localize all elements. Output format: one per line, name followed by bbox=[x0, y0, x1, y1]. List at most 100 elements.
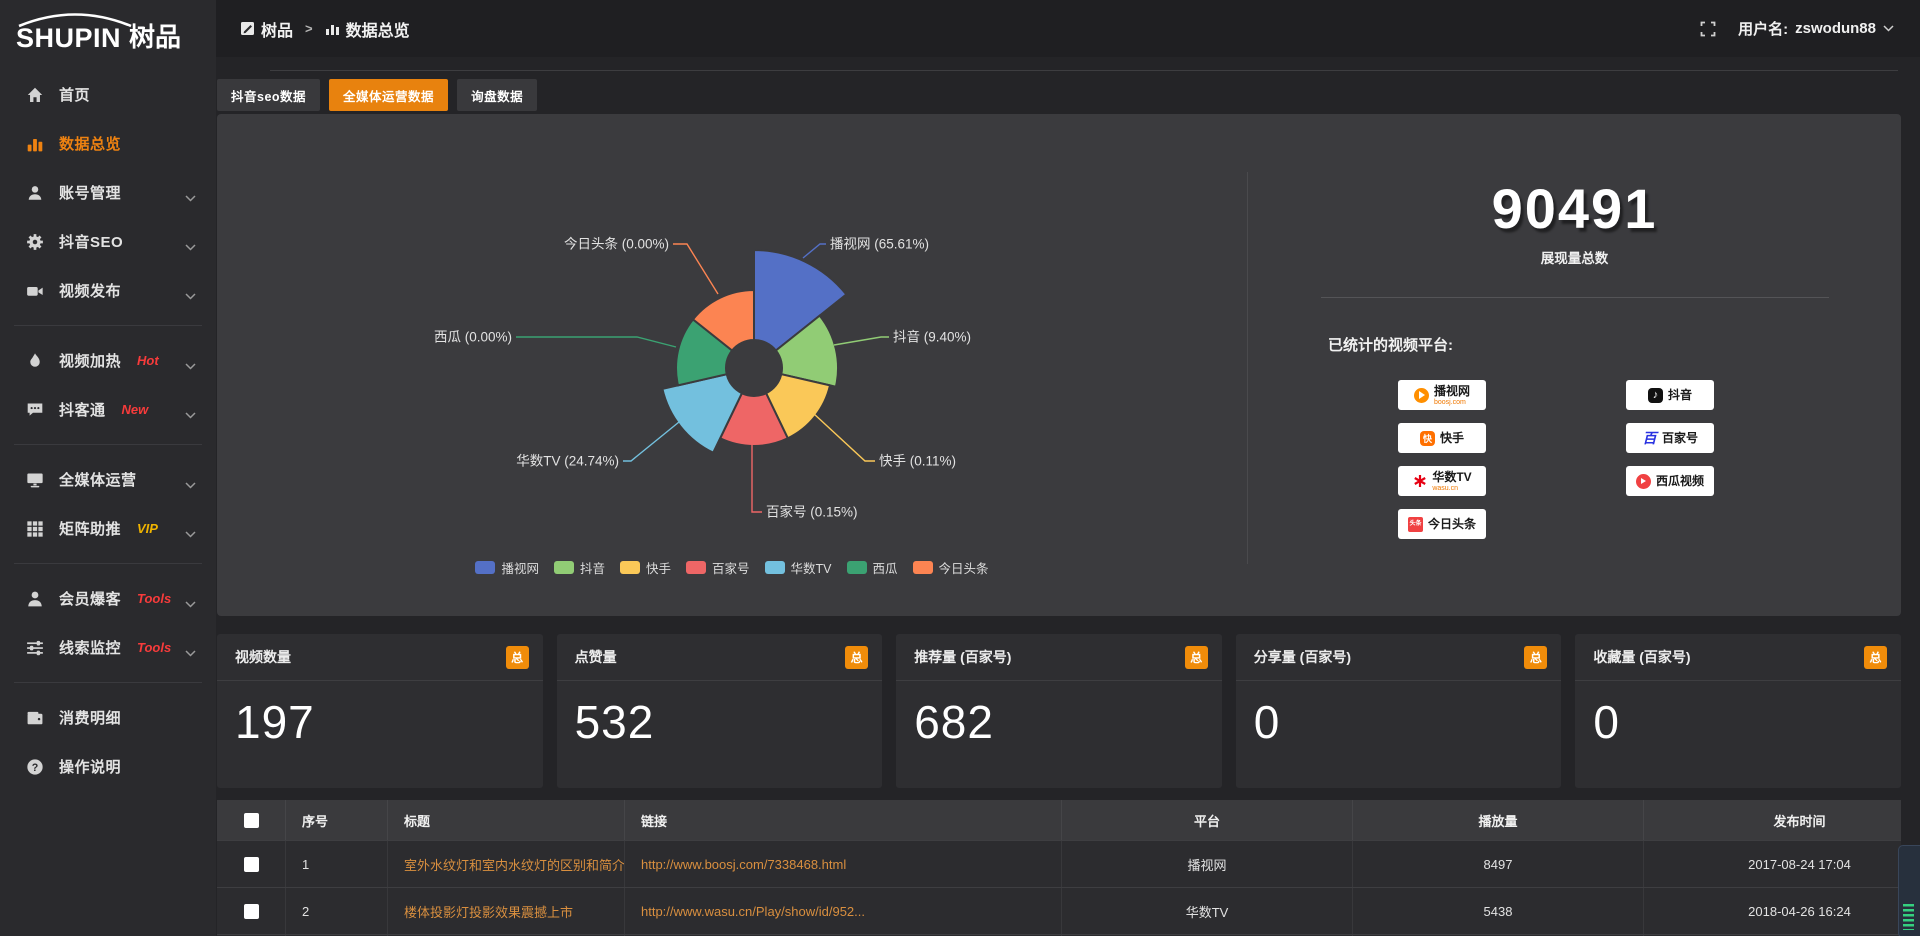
summary-section: 90491 展现量总数 已统计的视频平台: 播视网 boosj.com 快快手 华数T… bbox=[1248, 114, 1901, 616]
tab-0[interactable]: 抖音seo数据 bbox=[217, 79, 321, 111]
sidebar-item-0[interactable]: 首页 bbox=[0, 70, 216, 119]
chat-icon bbox=[26, 401, 44, 419]
legend-label: 抖音 bbox=[579, 562, 605, 576]
help-icon: ? bbox=[26, 758, 44, 776]
legend-item-快手[interactable]: 快手 bbox=[619, 558, 671, 577]
platform-column-left: 播视网 boosj.com 快快手 华数TV wasu.cn 头条 今日头条 bbox=[1398, 380, 1486, 539]
chevron-down-icon bbox=[185, 238, 196, 256]
legend-item-今日头条[interactable]: 今日头条 bbox=[912, 558, 989, 577]
sidebar-divider bbox=[14, 563, 202, 564]
legend-swatch bbox=[619, 561, 640, 574]
legend-label: 西瓜 bbox=[872, 562, 898, 576]
tab-1[interactable]: 全媒体运营数据 bbox=[329, 79, 449, 111]
sidebar-item-3[interactable]: 抖音SEO bbox=[0, 217, 216, 266]
table-header-0: 序号 bbox=[286, 800, 388, 840]
platform-badge-快手: 快快手 bbox=[1398, 423, 1486, 453]
user-menu[interactable]: 用户名: zswodun88 bbox=[1738, 18, 1894, 39]
sidebar-item-label: 抖音SEO bbox=[59, 234, 124, 251]
sidebar-item-7[interactable]: 全媒体运营 bbox=[0, 455, 216, 504]
chevron-down-icon bbox=[185, 525, 196, 543]
platform-name: 华数TV bbox=[1432, 469, 1472, 484]
sidebar-item-2[interactable]: 账号管理 bbox=[0, 168, 216, 217]
sidebar-item-tag: New bbox=[121, 402, 149, 417]
monitor-icon bbox=[26, 471, 44, 489]
pie-label-今日头条: 今日头条 (0.00%) bbox=[564, 236, 669, 252]
home-icon bbox=[26, 86, 44, 104]
logo-text-cn: 树品 bbox=[129, 22, 182, 52]
breadcrumb-item-home[interactable]: 树品 bbox=[261, 22, 294, 40]
legend-item-播视网[interactable]: 播视网 bbox=[475, 558, 539, 577]
tab-2[interactable]: 询盘数据 bbox=[457, 79, 538, 111]
sidebar-item-label: 首页 bbox=[59, 87, 91, 104]
platforms-title: 已统计的视频平台: bbox=[1328, 337, 1453, 354]
sidebar-item-11[interactable]: 消费明细 bbox=[0, 693, 216, 742]
row-checkbox[interactable] bbox=[243, 903, 259, 919]
video-table: 序号 标题 链接 平台 播放量 发布时间 1 室外水纹灯和室内水纹灯的区别和简介 http://… bbox=[217, 800, 1901, 936]
legend-item-百家号[interactable]: 百家号 bbox=[686, 558, 750, 577]
pie-slice-今日头条[interactable] bbox=[691, 288, 755, 352]
sidebar-menu: 首页数据总览账号管理抖音SEO 视频发布视频加热 Hot 抖客通 New 全媒体运营 矩阵助… bbox=[0, 70, 216, 791]
table-cell-checkbox bbox=[217, 841, 286, 887]
pie-slice-播视网[interactable] bbox=[753, 248, 848, 352]
table-header-4: 播放量 bbox=[1353, 800, 1644, 840]
pie-label-快手: 快手 (0.11%) bbox=[879, 454, 956, 469]
widget-stripes bbox=[1903, 904, 1914, 930]
pie-label-line-华数TV bbox=[623, 421, 680, 462]
pie-legend: 播视网 抖音 快手 百家号 华数TV 西瓜 今日头条 bbox=[217, 558, 1247, 577]
bar-chart-icon bbox=[26, 135, 44, 153]
sidebar-item-8[interactable]: 矩阵助推 VIP bbox=[0, 504, 216, 553]
table-header-row: 序号 标题 链接 平台 播放量 发布时间 bbox=[217, 800, 1901, 840]
video-url-link[interactable]: http://www.boosj.com/7338468.html bbox=[641, 856, 847, 872]
sidebar-item-tag: Hot bbox=[137, 353, 159, 368]
sidebar-item-1[interactable]: 数据总览 bbox=[0, 119, 216, 168]
stat-card-header: 点赞量 总 bbox=[556, 634, 883, 681]
logo[interactable]: SHUPIN 树品 bbox=[16, 11, 181, 55]
stat-card-title: 视频数量 bbox=[235, 649, 291, 665]
legend-label: 今日头条 bbox=[938, 562, 989, 576]
fullscreen-icon[interactable] bbox=[1700, 21, 1716, 37]
sidebar-divider bbox=[14, 325, 202, 326]
stat-card-3: 分享量 (百家号) 总 0 bbox=[1235, 634, 1562, 788]
sidebar-item-4[interactable]: 视频发布 bbox=[0, 266, 216, 315]
sidebar-item-label: 抖客通 bbox=[59, 402, 106, 419]
legend-swatch bbox=[764, 561, 785, 574]
chevron-down-icon bbox=[1883, 25, 1894, 32]
breadcrumb-app-icon bbox=[240, 21, 255, 36]
sidebar-item-5[interactable]: 视频加热 Hot bbox=[0, 336, 216, 385]
sidebar-item-10[interactable]: 线索监控 Tools bbox=[0, 623, 216, 672]
legend-item-抖音[interactable]: 抖音 bbox=[553, 558, 605, 577]
pie-label-line-百家号 bbox=[751, 444, 762, 513]
sidebar-item-12[interactable]: ? 操作说明 bbox=[0, 742, 216, 791]
pie-slice-抖音[interactable] bbox=[774, 314, 839, 388]
legend-item-西瓜[interactable]: 西瓜 bbox=[846, 558, 898, 577]
table-row-0: 1 室外水纹灯和室内水纹灯的区别和简介 http://www.boosj.com/7… bbox=[217, 840, 1901, 887]
video-title-link[interactable]: 室外水纹灯和室内水纹灯的区别和简介 bbox=[404, 857, 625, 873]
sidebar-item-label: 账号管理 bbox=[59, 185, 122, 202]
table-cell-title: 楼体投影灯投影效果震撼上市 bbox=[388, 888, 625, 934]
legend-swatch bbox=[475, 561, 496, 574]
video-title-link[interactable]: 楼体投影灯投影效果震撼上市 bbox=[404, 904, 574, 920]
select-all-checkbox[interactable] bbox=[243, 812, 259, 828]
chevron-down-icon bbox=[185, 189, 196, 207]
sidebar-item-6[interactable]: 抖客通 New bbox=[0, 385, 216, 434]
platform-badge-播视网: 播视网 boosj.com bbox=[1398, 380, 1486, 410]
top-bar: 树品 > 数据总览 用户名: zswodun88 bbox=[216, 0, 1920, 57]
legend-item-华数TV[interactable]: 华数TV bbox=[764, 558, 832, 577]
video-url-link[interactable]: http://www.wasu.cn/Play/show/id/952... bbox=[641, 903, 865, 919]
row-checkbox[interactable] bbox=[243, 856, 259, 872]
sidebar-item-9[interactable]: 会员爆客 Tools bbox=[0, 574, 216, 623]
stat-card-title: 点赞量 bbox=[574, 649, 617, 665]
platform-sub: wasu.cn bbox=[1432, 484, 1459, 492]
table-cell-plays: 5438 bbox=[1353, 888, 1644, 934]
table-header-1: 标题 bbox=[388, 800, 625, 840]
user-icon bbox=[26, 184, 44, 202]
sidebar-item-label: 操作说明 bbox=[59, 759, 122, 776]
table-cell-time: 2018-04-26 16:24 bbox=[1748, 903, 1851, 919]
pie-slice-华数TV[interactable] bbox=[661, 373, 744, 455]
video-icon bbox=[26, 282, 44, 300]
floating-scroll-widget[interactable] bbox=[1898, 845, 1920, 936]
stat-card-value: 0 bbox=[1593, 696, 1620, 748]
content-top-divider bbox=[270, 70, 1898, 71]
platform-badge-西瓜视频: 西瓜视频 bbox=[1626, 466, 1714, 496]
